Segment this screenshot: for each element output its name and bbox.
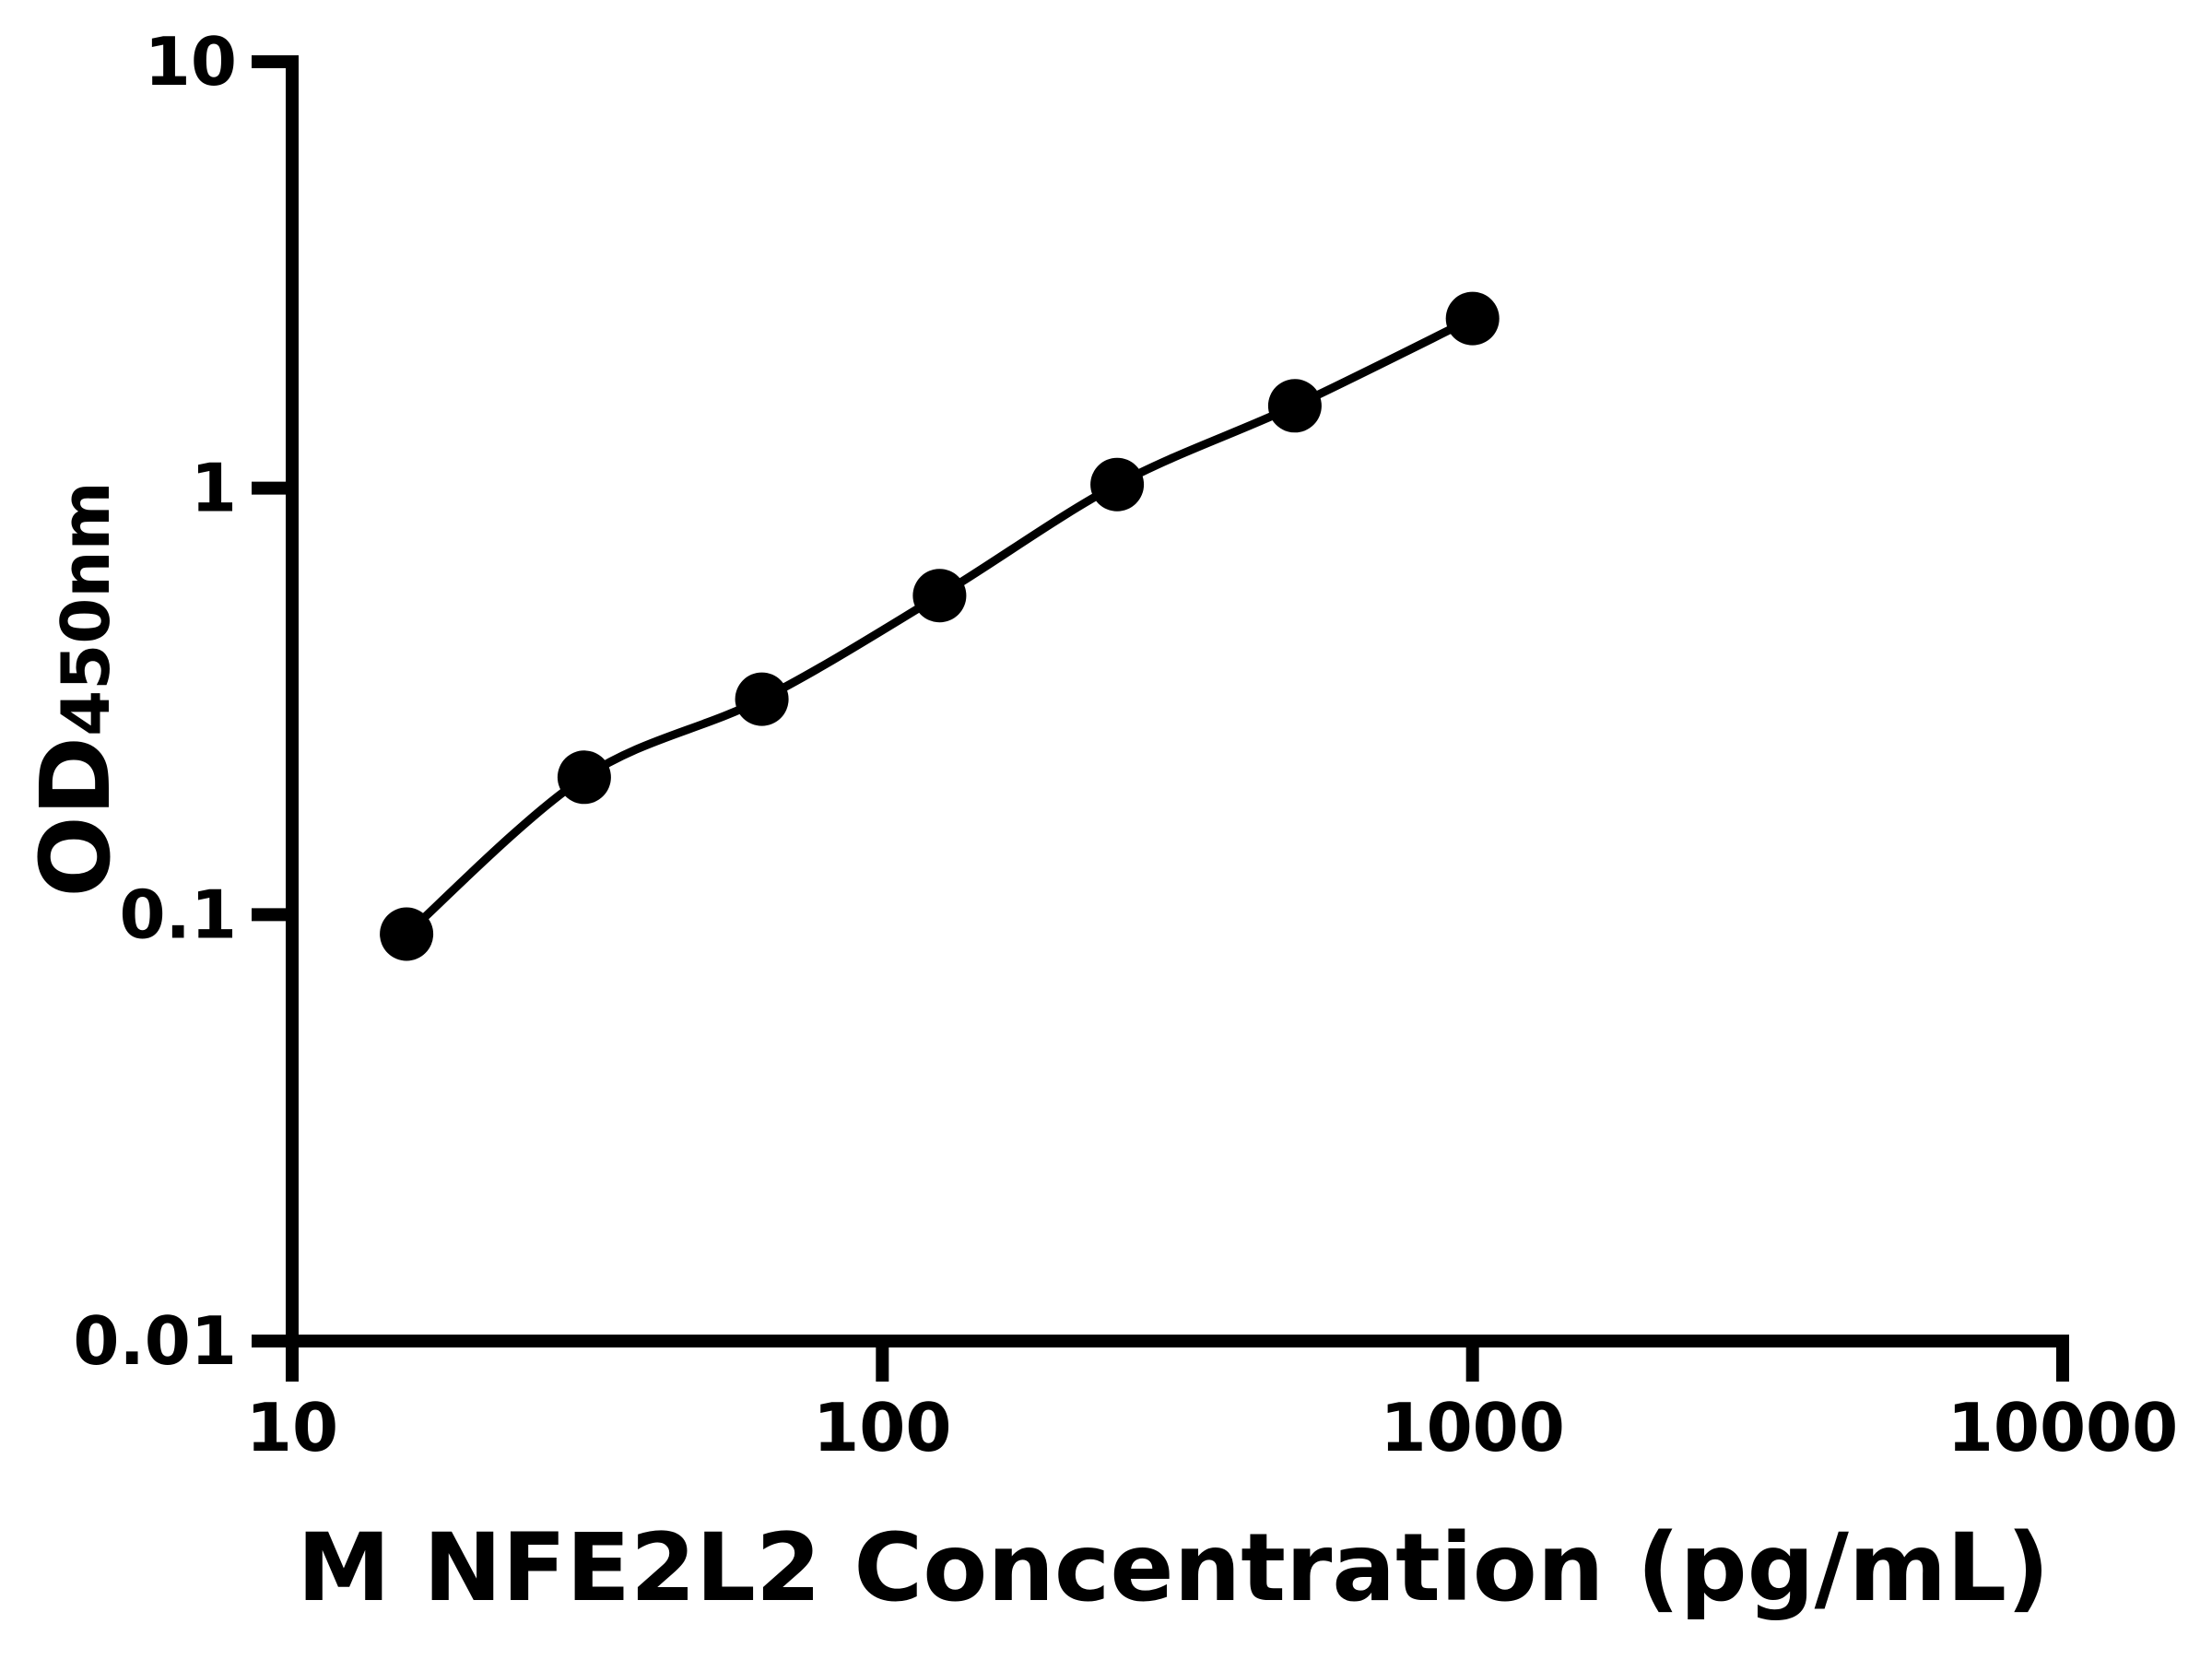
x-tick-label: 1000 bbox=[1380, 1389, 1564, 1466]
x-axis-title: M NFE2L2 Concentration (pg/mL) bbox=[297, 1513, 2050, 1623]
y-tick-label: 10 bbox=[145, 23, 237, 100]
data-point bbox=[912, 569, 967, 623]
y-tick-label: 0.1 bbox=[119, 876, 237, 953]
y-tick-label: 1 bbox=[191, 450, 237, 527]
x-tick-label: 10000 bbox=[1947, 1389, 2179, 1466]
data-point bbox=[1267, 379, 1322, 433]
y-axis-title-main: OD bbox=[19, 736, 132, 898]
y-tick-label: 0.01 bbox=[73, 1302, 237, 1380]
axis-lines bbox=[286, 55, 2069, 1347]
x-tick-label: 100 bbox=[813, 1389, 951, 1466]
y-axis-ticks bbox=[252, 55, 292, 1347]
y-axis-title: OD450nm bbox=[19, 481, 132, 897]
y-axis-title-sub: 450nm bbox=[47, 481, 124, 736]
x-axis-ticks bbox=[286, 1341, 2069, 1382]
data-point bbox=[1090, 457, 1145, 512]
data-point bbox=[380, 907, 434, 961]
data-points bbox=[380, 291, 1500, 961]
x-tick-label: 10 bbox=[246, 1389, 338, 1466]
x-axis-tick-labels: 10 100 1000 10000 bbox=[246, 1389, 2178, 1466]
data-point bbox=[557, 750, 611, 805]
data-point bbox=[735, 672, 789, 726]
y-axis-tick-labels: 0.01 0.1 1 10 bbox=[73, 23, 237, 1380]
data-point bbox=[1445, 291, 1500, 346]
